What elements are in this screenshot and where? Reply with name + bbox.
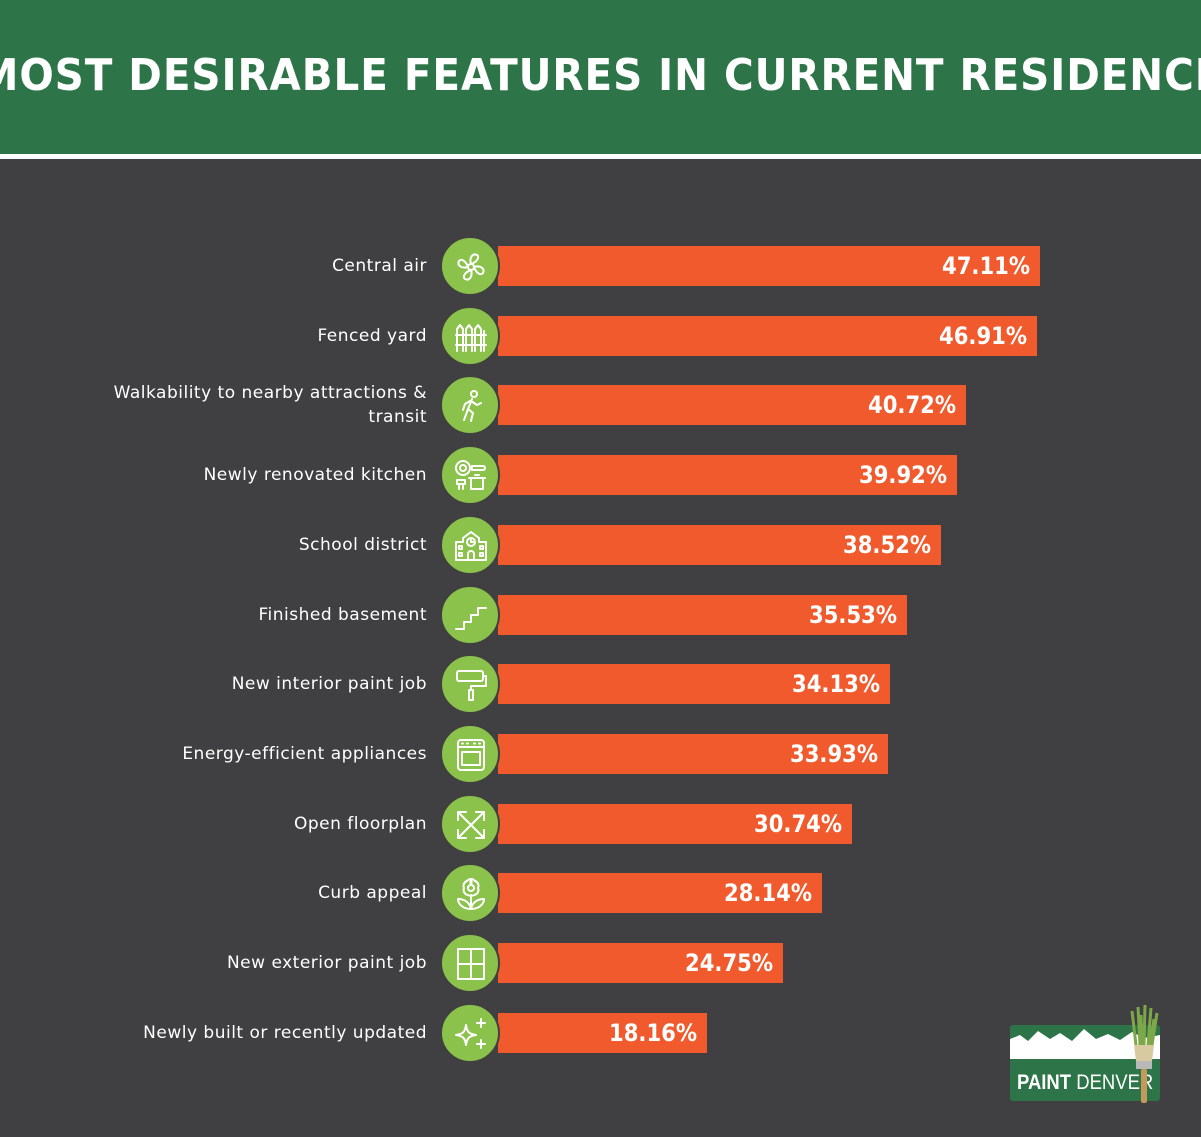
bar (498, 873, 822, 914)
bar (498, 594, 907, 635)
flower-icon (440, 863, 500, 924)
page-title: MOST DESIRABLE FEATURES IN CURRENT RESID… (0, 49, 1201, 101)
bar (498, 455, 958, 496)
bar (498, 385, 967, 426)
category-label: Fenced yard (317, 325, 427, 346)
value-label: 34.13% (792, 670, 881, 699)
category-label: Open floorplan (293, 813, 427, 834)
category-label: New interior paint job (231, 674, 427, 695)
bar (498, 1012, 707, 1053)
bar (498, 943, 783, 983)
header-banner: MOST DESIRABLE FEATURES IN CURRENT RESID… (0, 0, 1201, 154)
kitchen-icon (440, 445, 500, 506)
bar (498, 803, 852, 844)
category-label: Newly built or recently updated (143, 1022, 427, 1043)
paint-denver-logo: PAINT DENVER (1010, 1005, 1190, 1105)
category-label: Curb appeal (318, 883, 427, 904)
bar (498, 315, 1038, 356)
value-label: 35.53% (808, 600, 897, 629)
value-label: 24.75% (684, 949, 773, 977)
category-label: Central air (332, 256, 427, 276)
sparkle-icon (440, 1002, 500, 1063)
oven-icon (440, 723, 500, 784)
logo-word-denver: DENVER (1076, 1071, 1154, 1094)
category-label: School district (298, 534, 427, 555)
value-label: 46.91% (939, 321, 1028, 350)
logo-wordmark: PAINT DENVER (1017, 1071, 1153, 1095)
category-label: Energy-efficient appliances (182, 743, 427, 764)
value-label: 38.52% (842, 530, 931, 559)
category-label: New exterior paint job (226, 953, 427, 973)
logo-word-paint: PAINT (1017, 1071, 1072, 1094)
bar (498, 246, 1040, 286)
window-icon (440, 933, 500, 993)
paintbrush-icon (1130, 1005, 1159, 1103)
fan-icon (440, 236, 500, 296)
paint-roller-icon (440, 654, 500, 715)
bar (498, 664, 891, 705)
value-label: 40.72% (868, 391, 957, 420)
mountain-icon (1010, 1029, 1160, 1059)
value-label: 39.92% (859, 461, 948, 490)
bar (498, 733, 889, 774)
header-divider (0, 154, 1201, 159)
category-label: Walkability to nearby attractions & tran… (113, 383, 427, 428)
expand-arrows-icon (440, 793, 500, 854)
category-label: Finished basement (258, 604, 427, 625)
walking-person-icon (440, 375, 500, 436)
bar (498, 524, 941, 565)
value-label: 33.93% (790, 739, 879, 768)
value-label: 18.16% (608, 1018, 697, 1047)
fence-icon (440, 305, 500, 366)
value-label: 47.11% (941, 252, 1030, 280)
category-label: Newly renovated kitchen (203, 465, 427, 486)
value-label: 30.74% (753, 809, 842, 838)
school-icon (440, 514, 500, 575)
value-label: 28.14% (723, 879, 812, 908)
stairs-icon (440, 584, 500, 645)
